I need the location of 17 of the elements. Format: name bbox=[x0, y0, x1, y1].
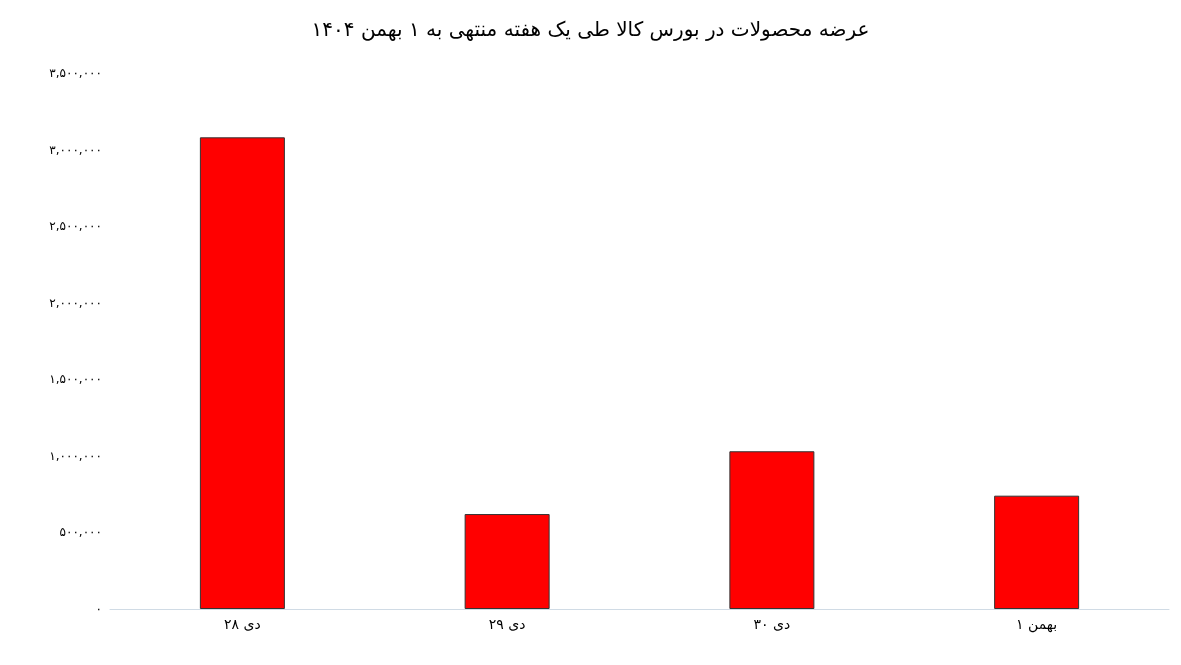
chart-title: عرضه محصولات در بورس کالا طی یک هفته منتهی به ۱ بهمن ۱۴۰۴ bbox=[311, 17, 870, 41]
bar bbox=[994, 495, 1080, 609]
x-tick-label: ۲۸ دی bbox=[224, 616, 261, 632]
bar bbox=[464, 514, 550, 609]
y-tick-label: ۳,۰۰۰,۰۰۰ bbox=[49, 142, 102, 157]
x-tick-label: ۱ بهمن bbox=[1016, 616, 1058, 633]
x-tick-label: ۳۰ دی bbox=[753, 616, 791, 632]
y-tick-label: ۳,۵۰۰,۰۰۰ bbox=[49, 66, 102, 80]
y-tick-label: ۰ bbox=[95, 602, 102, 616]
y-tick-label: ۵۰۰,۰۰۰ bbox=[59, 525, 102, 540]
y-tick-label: ۱,۵۰۰,۰۰۰ bbox=[49, 372, 102, 387]
y-tick-label: ۱,۰۰۰,۰۰۰ bbox=[49, 448, 102, 463]
y-tick-label: ۲,۰۰۰,۰۰۰ bbox=[49, 295, 102, 310]
x-tick-label: ۲۹ دی bbox=[488, 616, 526, 632]
bar bbox=[199, 137, 285, 609]
y-tick-label: ۲,۵۰۰,۰۰۰ bbox=[49, 219, 102, 234]
bar bbox=[729, 451, 815, 609]
